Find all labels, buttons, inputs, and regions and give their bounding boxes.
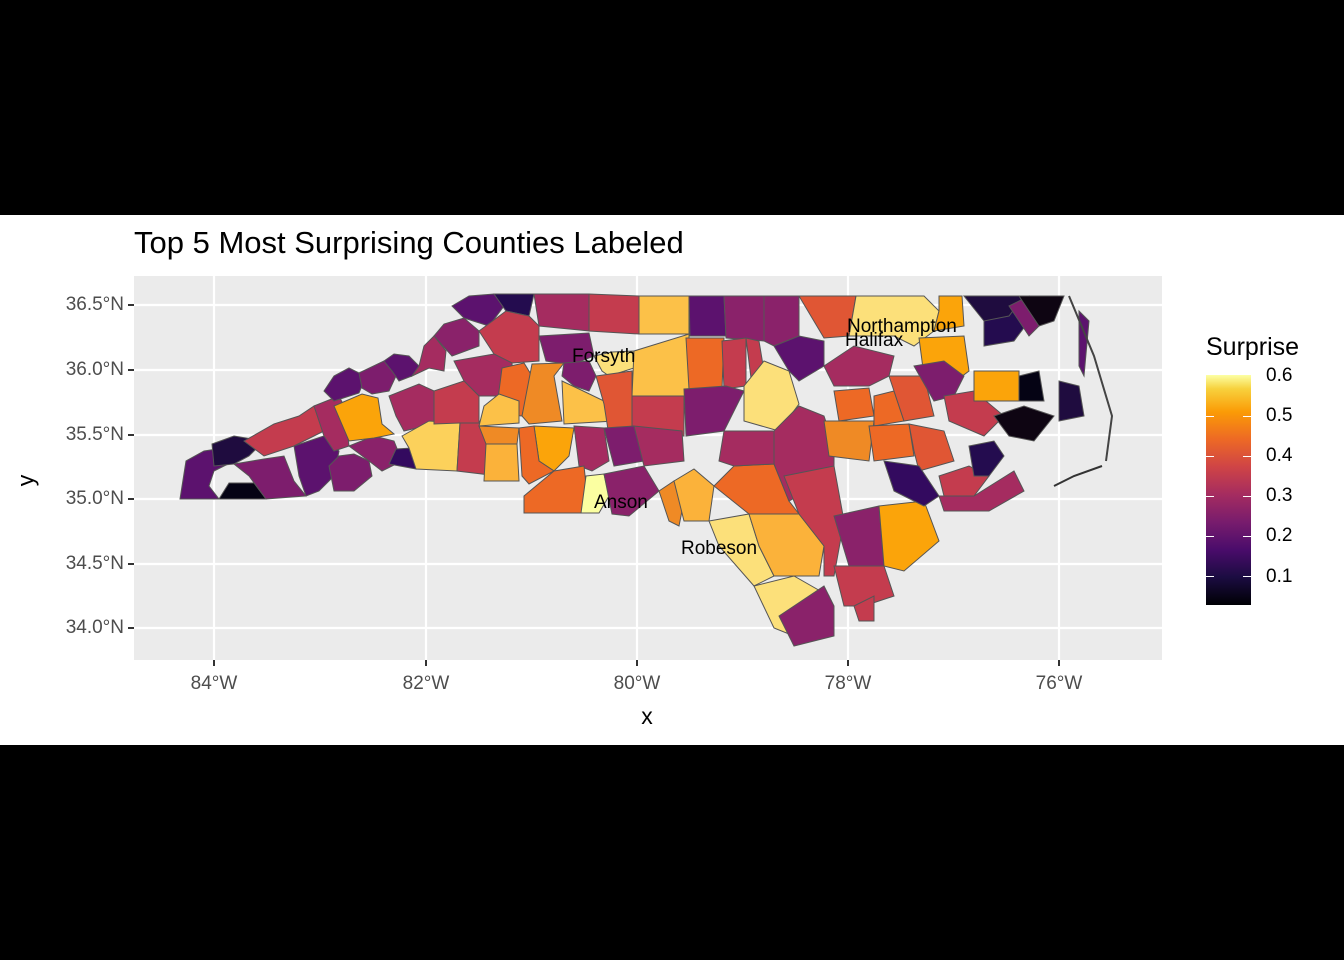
y-tick-mark: [128, 627, 134, 629]
x-tick-mark: [636, 660, 638, 666]
counties: [179, 293, 1114, 647]
x-tick-label: 82°W: [402, 673, 450, 694]
legend-label: 0.6: [1266, 365, 1293, 386]
y-tick-mark: [128, 563, 134, 565]
legend-label: 0.1: [1266, 566, 1293, 587]
label-halifax: Halifax: [845, 330, 904, 351]
legend-tick-mark: [1206, 456, 1251, 457]
y-tick-label: 36.5°N: [65, 294, 124, 315]
legend-tick-mark: [1206, 416, 1251, 417]
legend-colorbar: [1206, 375, 1251, 605]
y-tick-mark: [128, 498, 134, 500]
x-axis-label: x: [641, 703, 653, 729]
x-tick-mark: [1058, 660, 1060, 666]
legend-tick-mark: [1206, 536, 1251, 537]
legend-tick-mark: [1206, 576, 1251, 577]
label-robeson: Robeson: [681, 538, 757, 559]
label-anson: Anson: [594, 492, 648, 513]
y-tick-mark: [128, 434, 134, 436]
y-tick-label: 34.5°N: [65, 553, 124, 574]
chart-title: Top 5 Most Surprising Counties Labeled: [134, 225, 684, 260]
y-tick-mark: [128, 369, 134, 371]
legend-label: 0.4: [1266, 445, 1293, 466]
county-labels: Forsyth Northampton Halifax Anson Robeso…: [572, 316, 957, 559]
x-tick-mark: [847, 660, 849, 666]
legend-label: 0.2: [1266, 525, 1293, 546]
y-tick-mark: [128, 304, 134, 306]
y-tick-label: 34.0°N: [65, 617, 124, 638]
x-tick-label: 80°W: [613, 673, 661, 694]
plot-panel: Forsyth Northampton Halifax Anson Robeso…: [134, 276, 1162, 660]
y-tick-label: 36.0°N: [65, 359, 124, 380]
x-tick-label: 76°W: [1035, 673, 1083, 694]
legend-tick-mark: [1206, 496, 1251, 497]
x-tick-label: 78°W: [824, 673, 872, 694]
figure: Top 5 Most Surprising Counties Labeled: [0, 215, 1344, 745]
legend-label: 0.5: [1266, 405, 1293, 426]
label-forsyth: Forsyth: [572, 346, 635, 367]
y-axis-label: y: [12, 474, 39, 487]
map-svg: Forsyth Northampton Halifax Anson Robeso…: [134, 276, 1162, 660]
legend-label: 0.3: [1266, 485, 1293, 506]
y-tick-label: 35.5°N: [65, 424, 124, 445]
label-northampton: Northampton: [847, 316, 957, 337]
x-tick-mark: [425, 660, 427, 666]
x-tick-label: 84°W: [190, 673, 238, 694]
legend-title: Surprise: [1206, 333, 1300, 361]
y-tick-label: 35.0°N: [65, 488, 124, 509]
x-tick-mark: [213, 660, 215, 666]
